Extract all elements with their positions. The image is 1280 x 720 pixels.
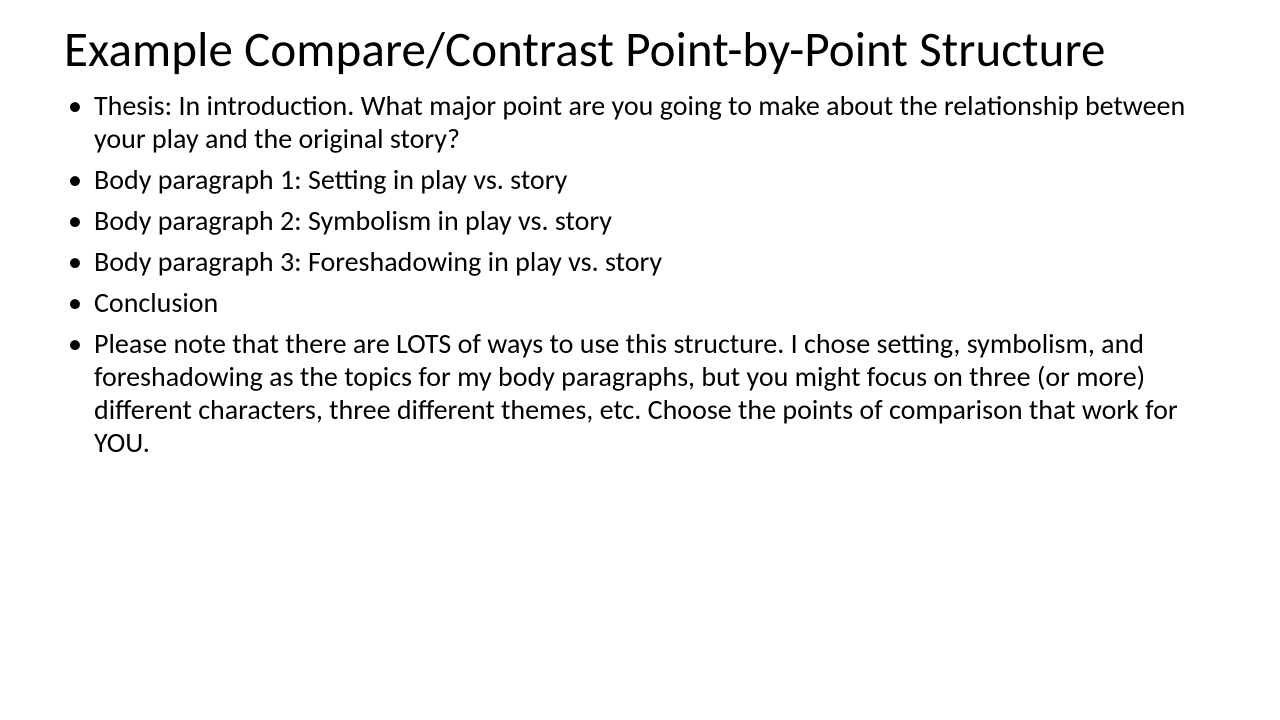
list-item: Conclusion: [64, 286, 1216, 319]
list-item: Body paragraph 1: Setting in play vs. st…: [64, 163, 1216, 196]
slide-title: Example Compare/Contrast Point-by-Point …: [64, 24, 1216, 77]
list-item: Please note that there are LOTS of ways …: [64, 327, 1216, 459]
list-item: Body paragraph 2: Symbolism in play vs. …: [64, 204, 1216, 237]
list-item: Body paragraph 3: Foreshadowing in play …: [64, 245, 1216, 278]
list-item: Thesis: In introduction. What major poin…: [64, 89, 1216, 155]
slide: Example Compare/Contrast Point-by-Point …: [0, 0, 1280, 720]
bullet-list: Thesis: In introduction. What major poin…: [64, 89, 1216, 467]
